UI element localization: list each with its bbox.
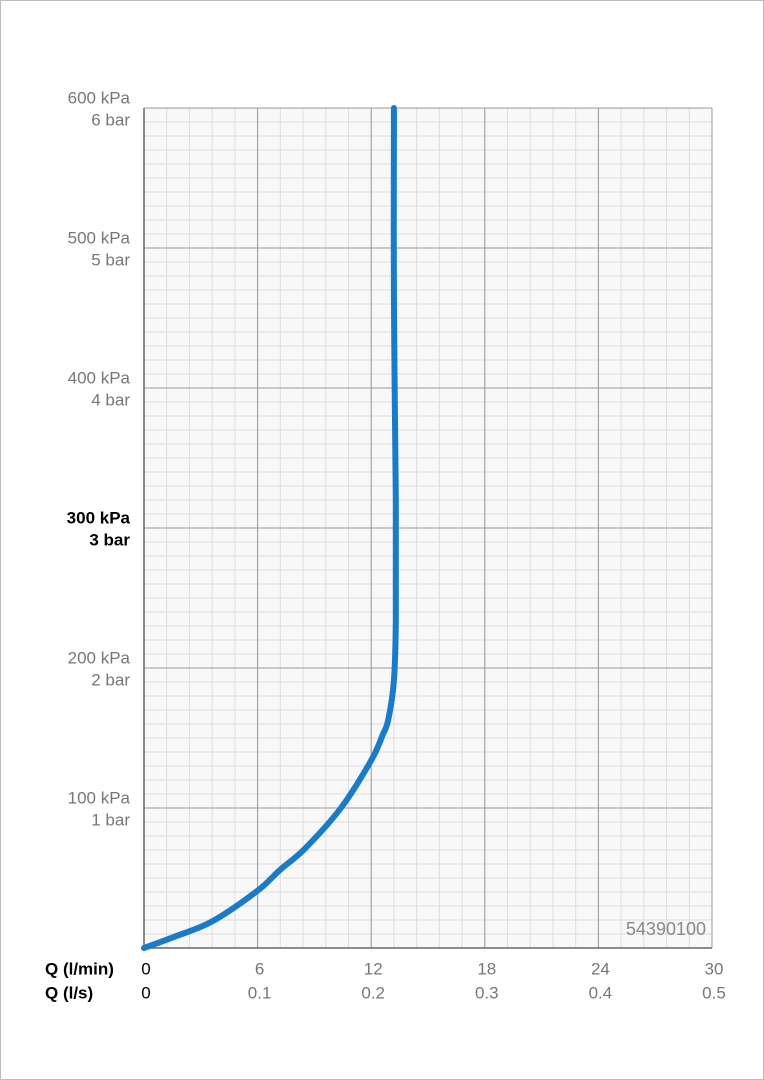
y-tick-label: 100 kPa [68, 788, 131, 807]
x-tick-label: 24 [591, 959, 610, 978]
x-tick-label: 18 [477, 959, 496, 978]
curve [141, 105, 400, 951]
code-label: 54390100 [626, 919, 706, 939]
y2-tick-label: 5 bar [91, 250, 130, 269]
x-tick-label: 30 [705, 959, 724, 978]
x2-tick-label: 0.5 [702, 983, 726, 1002]
x2-axis-title: Q (l/s) [45, 983, 93, 1002]
x-tick-label: 0 [141, 959, 150, 978]
x2-tick-label: 0.4 [589, 983, 613, 1002]
x2-tick-label: 0.3 [475, 983, 499, 1002]
x-tick-label: 6 [255, 959, 264, 978]
y-tick-label: 400 kPa [68, 368, 131, 387]
y2-tick-label: 1 bar [91, 810, 130, 829]
x2-tick-label: 0 [141, 983, 150, 1002]
x2-tick-label: 0.2 [361, 983, 385, 1002]
y2-tick-label: 3 bar [89, 530, 130, 549]
y2-tick-label: 2 bar [91, 670, 130, 689]
x-tick-label: 12 [364, 959, 383, 978]
x2-tick-label: 0.1 [248, 983, 272, 1002]
y2-tick-label: 4 bar [91, 390, 130, 409]
y-tick-label: 300 kPa [67, 508, 131, 527]
y-tick-label: 600 kPa [68, 88, 131, 107]
x-axis-title: Q (l/min) [45, 959, 114, 978]
y-tick-label: 200 kPa [68, 648, 131, 667]
y2-tick-label: 6 bar [91, 110, 130, 129]
y-tick-label: 500 kPa [68, 228, 131, 247]
